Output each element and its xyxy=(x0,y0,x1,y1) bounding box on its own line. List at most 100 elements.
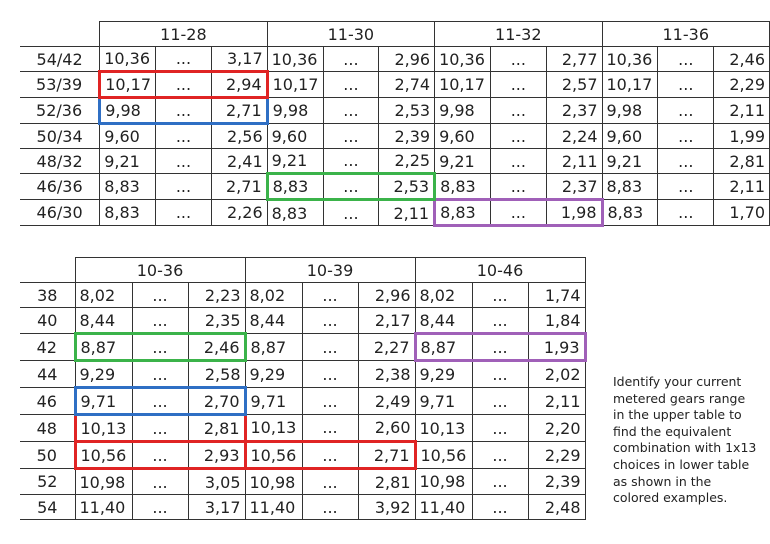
cell: 8,44 xyxy=(244,307,303,334)
cell: 9,98 xyxy=(266,97,324,124)
cell: 2,02 xyxy=(527,360,586,388)
cell: ... xyxy=(490,97,547,124)
group-header: 11-36 xyxy=(601,21,770,47)
cell: 8,87 xyxy=(73,332,133,362)
cell: ... xyxy=(322,71,380,98)
cell: 2,81 xyxy=(713,148,770,174)
note-line: find the equivalent xyxy=(613,423,732,439)
table-row: 46/30 8,83... 2,26 8,83... 2,11 8,83... 1,98 8,… xyxy=(20,198,770,227)
cell: 10,56 xyxy=(73,440,133,470)
table-row: 46 9,71... 2,70 9,71... 2,49 9,71... 2,11 xyxy=(20,386,586,416)
cell: ... xyxy=(155,199,212,226)
corner xyxy=(20,21,100,47)
cell: 10,98 xyxy=(414,468,473,495)
cell: 1,98 xyxy=(545,198,604,227)
header-row: 10-36 10-39 10-46 xyxy=(20,257,586,283)
cell: 2,71 xyxy=(210,173,268,200)
cell: ... xyxy=(657,46,715,72)
cell: ... xyxy=(471,414,529,442)
cell: 8,02 xyxy=(414,282,473,308)
cell: ... xyxy=(657,123,715,149)
cell: 10,56 xyxy=(243,440,303,470)
cell: 2,35 xyxy=(187,307,246,334)
cell: 9,21 xyxy=(601,148,659,174)
row-label: 46/30 xyxy=(20,199,101,226)
cell: 11,40 xyxy=(244,494,303,520)
cell: ... xyxy=(490,71,547,98)
table-row: 42 8,87... 2,46 8,87... 2,27 8,87... 1,93 xyxy=(20,332,587,362)
cell: 2,23 xyxy=(187,282,246,308)
cell: 9,29 xyxy=(414,360,473,388)
table-row: 53/39 10,17... 2,94 10,17... 2,74 10,17... 2,5… xyxy=(20,70,770,99)
cell: 10,17 xyxy=(601,71,659,98)
cell: ... xyxy=(155,123,212,149)
cell: 2,20 xyxy=(527,414,586,442)
cell: ... xyxy=(155,70,212,99)
cell: 2,11 xyxy=(713,97,770,124)
cell: ... xyxy=(155,96,212,125)
cell: 10,13 xyxy=(244,414,303,442)
cell: 2,53 xyxy=(378,172,437,201)
cell: 8,83 xyxy=(99,199,157,226)
cell: 2,29 xyxy=(713,71,770,98)
cell: ... xyxy=(131,360,189,388)
cell: 2,11 xyxy=(378,199,436,226)
cell: ... xyxy=(301,387,359,415)
cell: 8,83 xyxy=(601,199,659,226)
cell: ... xyxy=(322,148,380,174)
cell: ... xyxy=(657,148,715,174)
cell: 2,70 xyxy=(187,386,247,416)
cell: ... xyxy=(657,97,715,124)
cell: ... xyxy=(322,123,380,149)
upper-table: 11-28 11-30 11-32 11-36 54/42 10,36... 3,17 10,… xyxy=(20,21,770,227)
cell: 2,58 xyxy=(187,360,246,388)
cell: ... xyxy=(301,307,359,334)
cell: 8,87 xyxy=(244,333,303,361)
group-header: 11-32 xyxy=(434,21,603,47)
cell: ... xyxy=(131,307,189,334)
group-header: 10-46 xyxy=(414,257,586,283)
row-label: 38 xyxy=(20,282,76,308)
cell: 1,84 xyxy=(527,307,586,334)
table-row: 52 10,98... 3,05 10,98... 2,81 10,98... 2,39 xyxy=(20,468,586,495)
cell: ... xyxy=(131,282,189,308)
cell: ... xyxy=(322,97,380,124)
cell: ... xyxy=(657,199,715,226)
cell: 8,83 xyxy=(265,172,324,201)
cell: 9,29 xyxy=(244,360,303,388)
table-row: 48/32 9,21... 2,41 9,21... 2,25 9,21... 2,11 9,… xyxy=(20,148,770,174)
cell: 8,44 xyxy=(414,307,473,334)
cell: 2,39 xyxy=(527,468,586,495)
cell: 2,37 xyxy=(545,97,603,124)
cell: ... xyxy=(155,148,212,174)
cell: 2,11 xyxy=(527,387,586,415)
cell: ... xyxy=(471,332,529,362)
cell: 2,24 xyxy=(545,123,603,149)
cell: ... xyxy=(301,282,359,308)
table-row: 46/36 8,83... 2,71 8,83... 2,53 8,83... 2,37 8,… xyxy=(20,172,770,201)
note-line: metered gears range xyxy=(613,390,746,406)
cell: 10,56 xyxy=(414,441,473,469)
cell: ... xyxy=(490,198,547,227)
cell: 9,21 xyxy=(434,148,492,174)
cell: ... xyxy=(131,413,189,443)
row-label: 46/36 xyxy=(20,173,101,200)
cell: 10,13 xyxy=(414,414,473,442)
cell: 2,46 xyxy=(713,46,770,72)
cell: 9,60 xyxy=(266,123,324,149)
row-label: 52/36 xyxy=(20,97,101,124)
cell: 10,36 xyxy=(601,46,659,72)
cell: 2,29 xyxy=(527,441,586,469)
cell: ... xyxy=(471,441,529,469)
row-label: 48/32 xyxy=(20,148,101,174)
cell: ... xyxy=(301,440,359,470)
table-row: 38 8,02... 2,23 8,02... 2,96 8,02... 1,74 xyxy=(20,282,586,308)
cell: 2,96 xyxy=(357,282,416,308)
row-label: 48 xyxy=(20,414,76,442)
cell: ... xyxy=(301,360,359,388)
cell: 11,40 xyxy=(74,494,133,520)
cell: 10,36 xyxy=(434,46,492,72)
cell: 2,81 xyxy=(357,468,416,495)
cell: 2,25 xyxy=(378,148,436,174)
note-line: Identify your current xyxy=(613,374,742,389)
